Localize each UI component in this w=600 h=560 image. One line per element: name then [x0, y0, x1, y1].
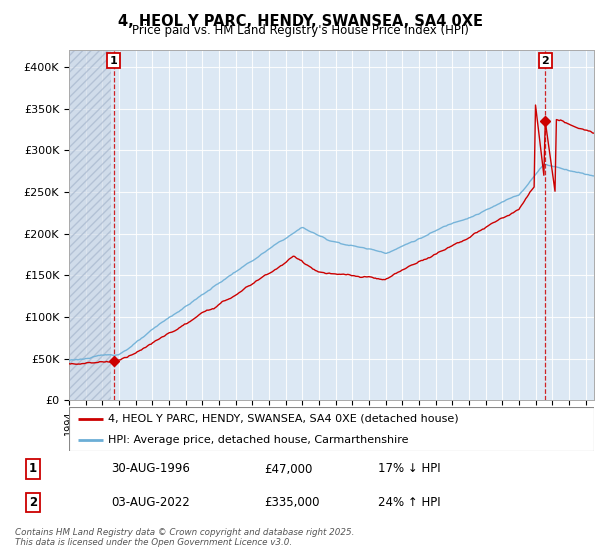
- Text: 2: 2: [29, 496, 37, 509]
- FancyBboxPatch shape: [69, 407, 594, 451]
- Text: Price paid vs. HM Land Registry's House Price Index (HPI): Price paid vs. HM Land Registry's House …: [131, 24, 469, 36]
- Text: 1: 1: [110, 55, 118, 66]
- Bar: [69, 50, 110, 400]
- Text: 4, HEOL Y PARC, HENDY, SWANSEA, SA4 0XE (detached house): 4, HEOL Y PARC, HENDY, SWANSEA, SA4 0XE …: [109, 414, 459, 424]
- Text: £47,000: £47,000: [264, 463, 313, 475]
- Text: 2: 2: [541, 55, 549, 66]
- Text: 24% ↑ HPI: 24% ↑ HPI: [378, 496, 440, 509]
- Text: £335,000: £335,000: [264, 496, 320, 509]
- Text: 30-AUG-1996: 30-AUG-1996: [111, 463, 190, 475]
- Text: 4, HEOL Y PARC, HENDY, SWANSEA, SA4 0XE: 4, HEOL Y PARC, HENDY, SWANSEA, SA4 0XE: [118, 14, 482, 29]
- Text: 1: 1: [29, 463, 37, 475]
- Text: 17% ↓ HPI: 17% ↓ HPI: [378, 463, 440, 475]
- Text: HPI: Average price, detached house, Carmarthenshire: HPI: Average price, detached house, Carm…: [109, 435, 409, 445]
- Text: 03-AUG-2022: 03-AUG-2022: [111, 496, 190, 509]
- Text: Contains HM Land Registry data © Crown copyright and database right 2025.
This d: Contains HM Land Registry data © Crown c…: [15, 528, 355, 547]
